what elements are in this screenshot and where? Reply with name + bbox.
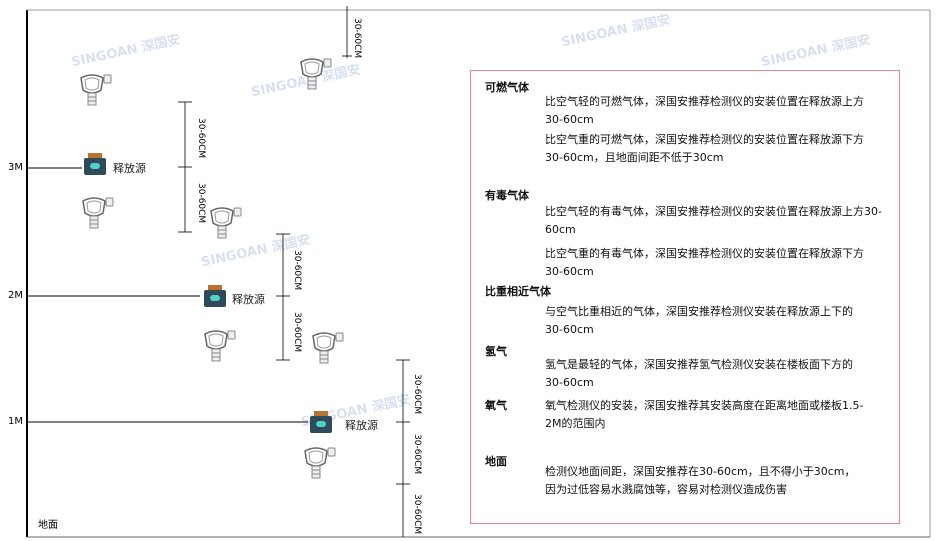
oxygen-title: 氧气 [485,399,507,412]
gas-detector-icon [82,197,114,229]
combustible-title: 可燃气体 [485,81,529,94]
dimension-label: 30-60CM [196,118,206,159]
oxygen-note: 氧气检测仪的安装，深国安推荐其安装高度在距离地面或楼板1.5-2M的范围内 [545,399,864,430]
toxic-lighter-note: 比空气轻的有毒气体，深国安推荐检测仪的安装位置在释放源上方30-60cm [545,205,882,236]
combustible-heavier-note: 比空气重的可燃气体，深国安推荐检测仪的安装位置在释放源下方30-60cm，且地面… [545,133,864,164]
release-source-label: 释放源 [345,419,378,432]
dimension-label: 30-60CM [412,434,422,475]
dimension-label: 30-60CM [352,18,362,59]
ground-note: 检测仪地面间距，深国安推荐在30-60cm，且不得小于30cm，因为过低容易水溅… [545,465,856,496]
ground-label: 地面 [38,520,58,531]
release-source-icon [310,411,332,433]
hydrogen-note: 氢气是最轻的气体，深国安推荐氢气检测仪安装在楼板面下方的30-60cm [545,358,853,389]
ground-title: 地面 [485,455,507,468]
level-3m-label: 3M [8,162,23,173]
gas-detector-icon [300,58,332,90]
release-source-icon [84,153,106,175]
dimension-label: 30-60CM [196,183,206,224]
notes-panel: 可燃气体 比空气轻的可燃气体，深国安推荐检测仪的安装位置在释放源上方30-60c… [470,70,900,524]
toxic-title: 有毒气体 [485,189,529,202]
release-source-label: 释放源 [113,162,146,175]
similar-note: 与空气比重相近的气体，深国安推荐检测仪安装在释放源上下的30-60cm [545,305,853,336]
level-2m-label: 2M [8,290,23,301]
release-source-label: 释放源 [232,293,265,306]
gas-detector-icon [204,330,236,362]
release-source-icon [204,285,226,307]
dimension-label: 30-60CM [412,374,422,415]
similar-title: 比重相近气体 [485,285,551,298]
hydrogen-title: 氢气 [485,345,507,358]
gas-detector-icon [304,447,336,479]
gas-detector-icon [80,74,112,106]
toxic-heavier-note: 比空气重的有毒气体，深国安推荐检测仪的安装位置在释放源下方30-60cm [545,247,864,278]
level-1m-label: 1M [8,416,23,427]
combustible-lighter-note: 比空气轻的可燃气体，深国安推荐检测仪的安装位置在释放源上方30-60cm [545,95,864,126]
gas-detector-icon [312,332,344,364]
dimension-label: 30-60CM [292,250,302,291]
dimension-label: 30-60CM [412,494,422,535]
gas-detector-icon [210,207,242,239]
dimension-label: 30-60CM [292,312,302,353]
